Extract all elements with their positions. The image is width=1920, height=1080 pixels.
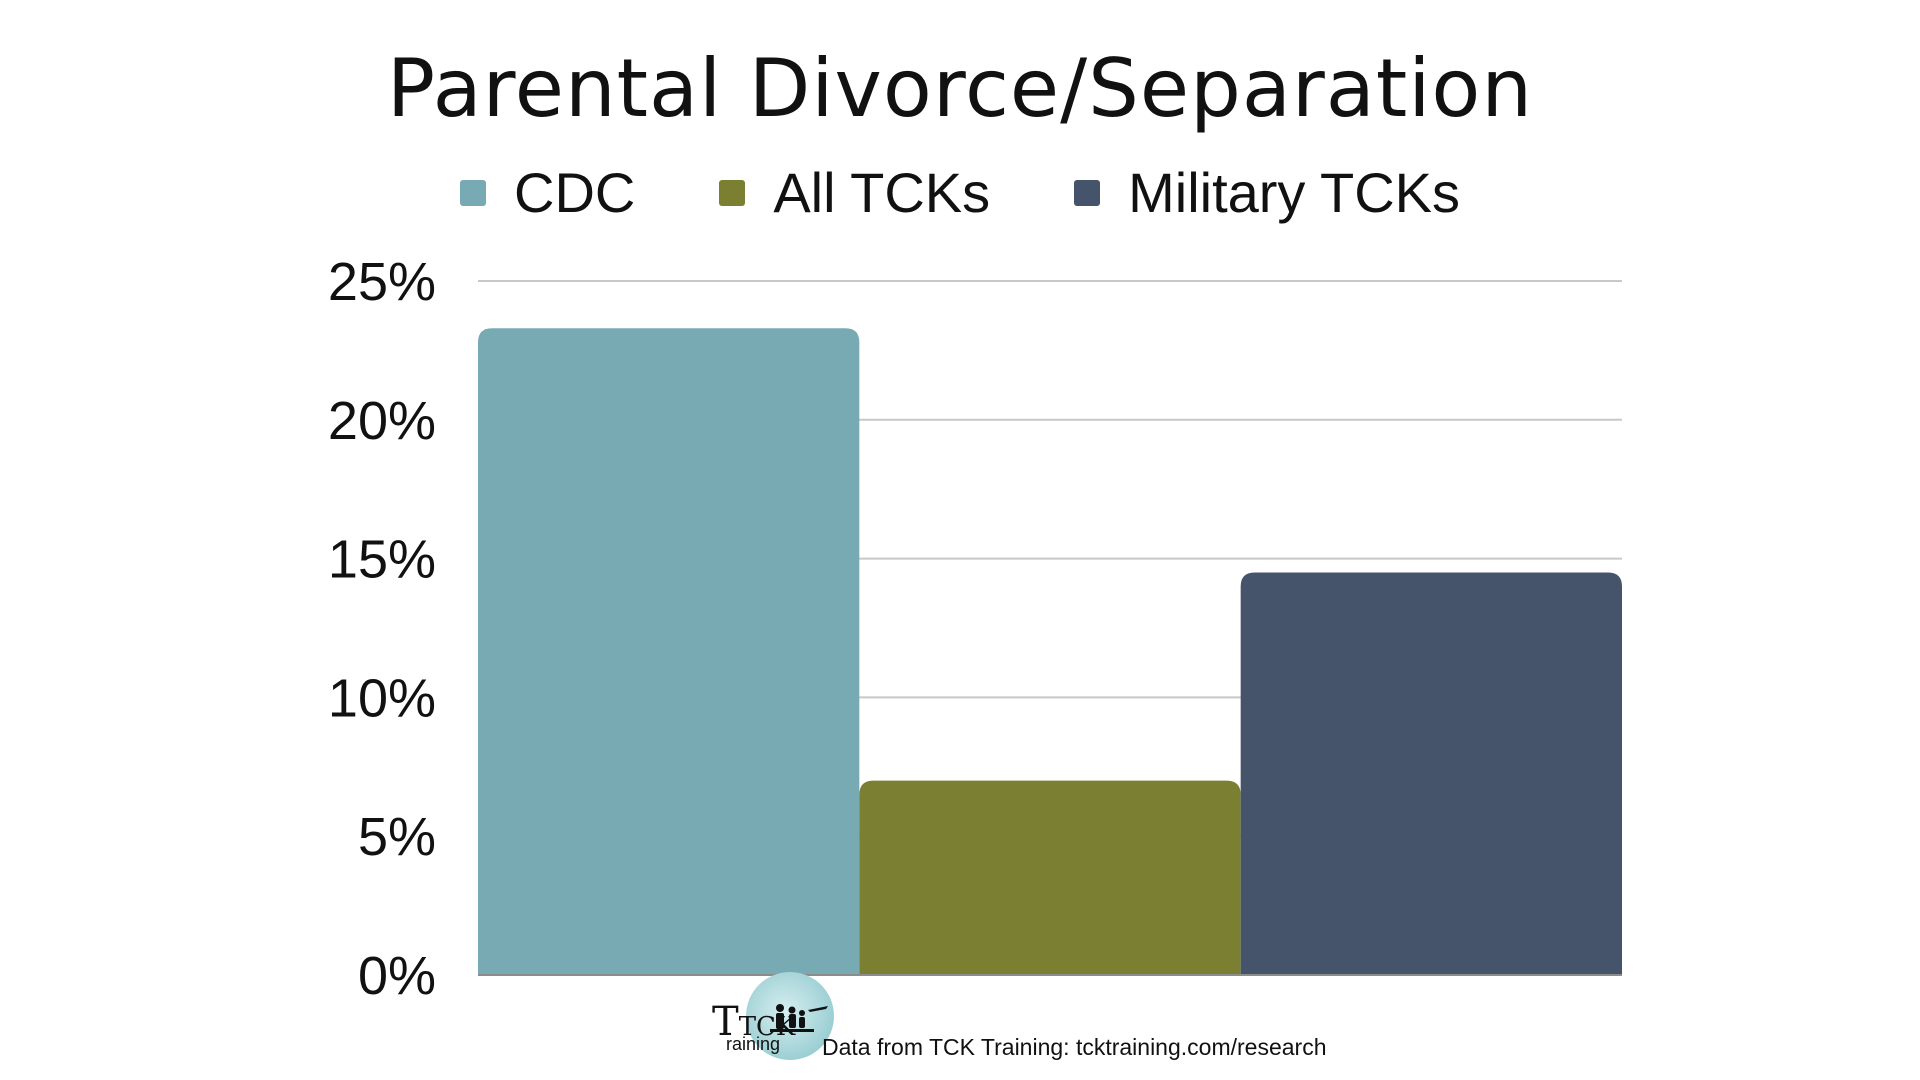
y-tick-label: 20% <box>328 391 436 451</box>
y-tick-label: 15% <box>328 530 436 590</box>
y-tick-label: 0% <box>358 946 436 1006</box>
logo-family-icon <box>770 1004 828 1032</box>
legend-swatch-all-tcks <box>719 179 746 206</box>
legend-item-all-tcks: All TCKs <box>719 160 990 225</box>
y-tick-label: 10% <box>328 668 436 728</box>
bar-military-tcks <box>1240 572 1622 975</box>
y-tick-label: 25% <box>328 252 436 312</box>
legend-item-cdc: CDC <box>460 160 635 225</box>
logo-text-sub: raining <box>726 1034 781 1054</box>
legend-swatch-military-tcks <box>1074 179 1101 206</box>
legend-item-military-tcks: Military TCKs <box>1074 160 1460 225</box>
legend-label-cdc: CDC <box>514 161 636 224</box>
logo-text-main: TCK <box>738 1012 796 1042</box>
logo-wordmark: TTCK <box>712 999 796 1045</box>
legend-label-military-tcks: Military TCKs <box>1128 161 1460 224</box>
bar-all-tcks <box>859 780 1241 975</box>
chart-title: Parental Divorce/Separation <box>386 42 1534 135</box>
y-tick-label: 5% <box>358 807 436 867</box>
source-note: Data from TCK Training: tcktraining.com/… <box>822 1034 1327 1060</box>
footer: TTCK raining Data from TCK Training: tck… <box>712 972 1472 1076</box>
legend-label-all-tcks: All TCKs <box>773 161 991 224</box>
legend-swatch-cdc <box>460 179 486 206</box>
bar-cdc <box>478 328 860 975</box>
chart-legend: CDC All TCKs Military TCKs <box>0 160 1920 225</box>
